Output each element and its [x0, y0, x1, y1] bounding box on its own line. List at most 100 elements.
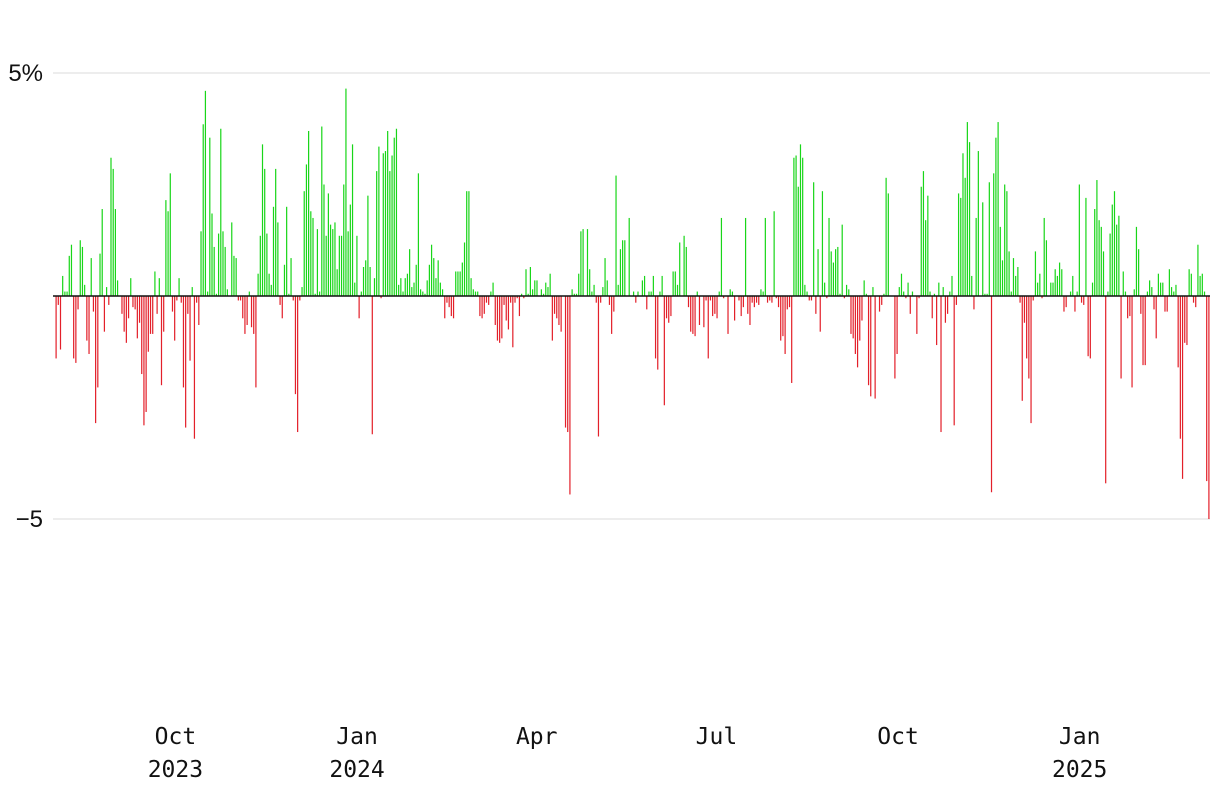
bar-negative [1155, 296, 1157, 339]
bar-negative [479, 296, 481, 317]
bar-positive [347, 231, 349, 296]
bar-positive [474, 291, 477, 296]
bar-negative [121, 296, 123, 314]
bar-negative [909, 296, 911, 314]
bar-positive [1162, 282, 1164, 296]
bar-negative [189, 296, 191, 361]
bar-positive [402, 291, 404, 296]
bar-positive [1113, 191, 1116, 296]
bar-negative [138, 296, 141, 323]
bar-positive [1159, 282, 1162, 296]
bar-negative [663, 296, 665, 406]
bar-negative [944, 296, 947, 323]
bar-negative [753, 296, 755, 308]
bar-negative [496, 296, 499, 341]
bar-negative [160, 296, 163, 386]
bar-negative [55, 296, 57, 359]
bar-positive [1190, 273, 1192, 296]
bar-positive [764, 217, 766, 296]
bar-positive [593, 284, 595, 296]
bar-positive [578, 273, 580, 296]
bar-negative [1186, 296, 1188, 346]
bar-negative [597, 296, 600, 437]
bar-negative [551, 296, 553, 341]
bar-positive [1188, 269, 1190, 296]
bar-positive [606, 280, 608, 296]
bar-positive [1122, 271, 1124, 296]
bar-negative [103, 296, 106, 332]
bar-positive [398, 284, 400, 296]
bar-negative [481, 296, 483, 319]
bar-positive [334, 222, 336, 296]
bar-positive [641, 280, 643, 296]
bar-negative [1181, 296, 1184, 479]
bar-positive [531, 289, 534, 296]
bar-positive [178, 278, 180, 296]
bar-negative [694, 296, 696, 337]
bar-negative [856, 296, 859, 368]
bar-negative [1208, 296, 1210, 519]
bar-positive [942, 287, 944, 296]
bar-positive [1133, 289, 1135, 296]
bar-positive [323, 184, 325, 296]
bar-positive [839, 293, 841, 296]
bar-positive [325, 235, 327, 296]
bar-positive [257, 273, 259, 296]
bar-negative [125, 296, 127, 343]
bar-positive [929, 291, 931, 296]
bar-positive [573, 293, 575, 296]
bar-positive [1116, 224, 1118, 296]
bar-negative [75, 296, 77, 363]
bar-negative [446, 296, 448, 303]
bar-positive [619, 249, 622, 296]
bar-positive [222, 231, 224, 296]
bar-negative [786, 296, 788, 310]
bar-positive [793, 157, 795, 296]
bar-negative [918, 296, 920, 299]
bar-positive [968, 142, 971, 296]
bar-negative [556, 296, 558, 319]
bar-positive [424, 293, 426, 296]
bar-negative [808, 296, 810, 301]
bar-positive [887, 193, 889, 296]
bar-positive [62, 275, 64, 296]
bar-positive [845, 284, 848, 296]
bar-positive [169, 173, 171, 296]
bar-positive [540, 289, 542, 296]
bar-positive [1045, 240, 1048, 296]
bar-negative [707, 296, 709, 359]
bar-negative [1028, 296, 1030, 379]
bar-positive [1098, 220, 1100, 296]
bar-negative [843, 296, 845, 299]
bar-positive [835, 249, 837, 296]
bar-positive [391, 155, 393, 296]
bar-negative [703, 296, 705, 328]
bar-positive [977, 151, 979, 296]
bar-positive [885, 177, 887, 296]
bar-negative [1063, 296, 1065, 312]
bar-positive [672, 271, 674, 296]
bar-positive [760, 289, 762, 296]
bar-positive [316, 229, 319, 296]
bar-positive [457, 271, 459, 296]
bar-positive [204, 90, 207, 296]
bar-positive [411, 287, 413, 296]
bar-positive [1052, 282, 1054, 296]
bar-positive [863, 280, 865, 296]
bar-positive [373, 278, 376, 296]
bar-negative [149, 296, 152, 334]
bar-negative [990, 296, 993, 493]
bar-negative [705, 296, 707, 301]
bar-positive [821, 191, 824, 296]
bar-positive [1001, 260, 1004, 296]
bar-positive [286, 206, 288, 296]
bar-positive [1102, 251, 1105, 296]
bar-positive [995, 137, 997, 296]
bar-positive [1012, 258, 1015, 296]
bar-positive [354, 282, 356, 296]
bar-positive [997, 122, 999, 296]
bar-positive [1008, 251, 1010, 296]
bar-positive [226, 289, 228, 296]
bar-negative [815, 296, 817, 314]
